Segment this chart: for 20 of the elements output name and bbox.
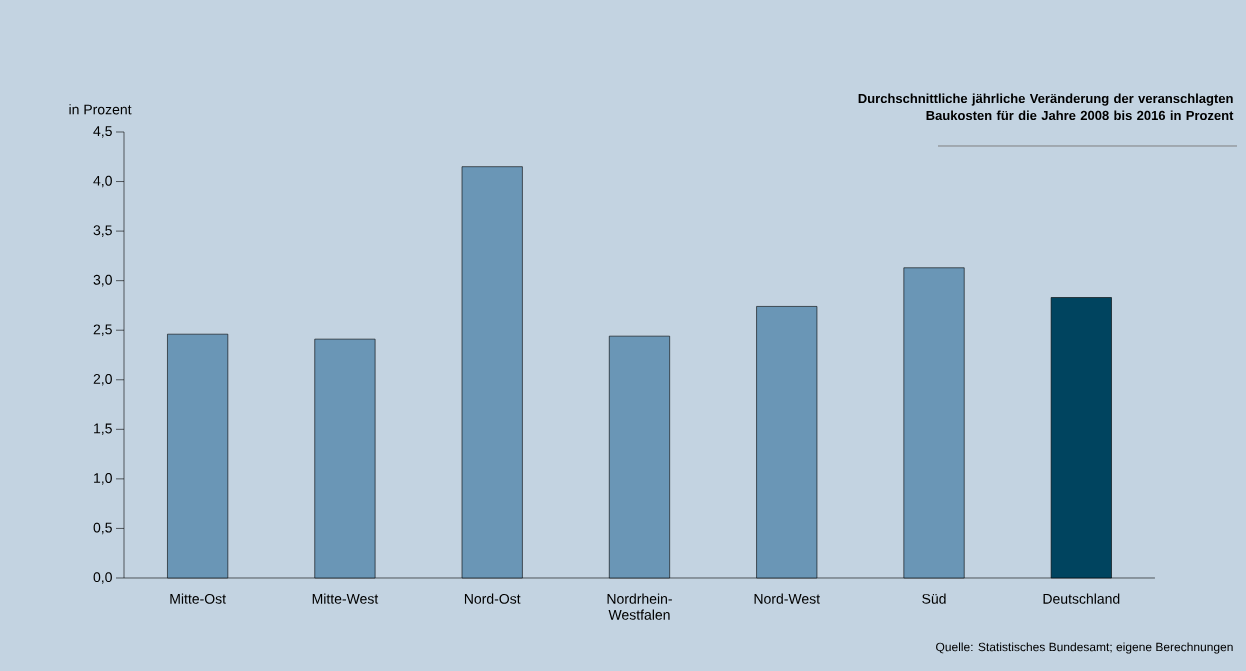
y-tick-label: 1,0 — [94, 473, 112, 485]
y-tick-label: 0,0 — [93, 572, 112, 584]
x-tick-label: Süd — [922, 593, 946, 604]
y-tick-label: 2,0 — [93, 373, 112, 386]
y-tick-label: 3,0 — [93, 274, 112, 287]
x-tick-label: Mitte-West — [312, 593, 379, 604]
y-tick-label: 0,5 — [93, 522, 112, 535]
y-tick-label: 3,5 — [93, 225, 112, 237]
y-tick-label: 1,5 — [94, 423, 112, 436]
x-tick-label: Nord-Ost — [464, 593, 521, 604]
x-tick-label: Mitte-Ost — [170, 593, 226, 604]
x-tick-label: Nordrhein-Westfalen — [607, 593, 672, 620]
y-axis-title: in Prozent — [69, 104, 132, 115]
y-tick-label: 2,5 — [93, 324, 112, 336]
y-tick-label: 4,5 — [93, 126, 112, 138]
y-tick-label: 4,0 — [93, 175, 112, 188]
source-note: Quelle: Statistisches Bundesamt; eigene Berechnungen — [936, 642, 1233, 654]
chart-title: Durchschnittliche jährliche Veränderung der veranschlagten Baukosten für die Jahre 2008 bis 2016 in Prozent — [858, 93, 1234, 121]
x-tick-label: Deutschland — [1043, 593, 1120, 604]
x-tick-label: Nord-West — [754, 593, 820, 604]
